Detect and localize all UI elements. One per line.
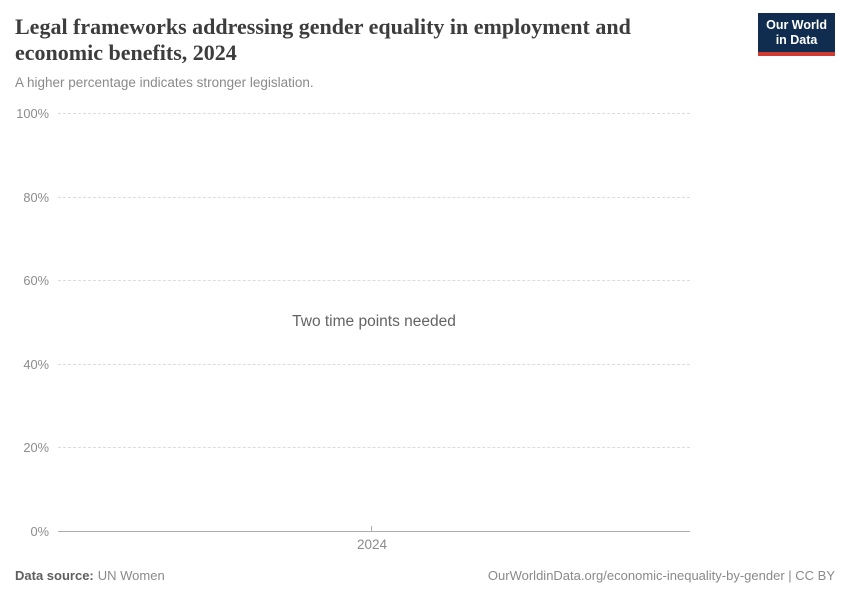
y-axis-tick-label: 80% (23, 190, 49, 205)
owid-logo-line2: in Data (775, 33, 818, 47)
attribution-link[interactable]: OurWorldinData.org/economic-inequality-b… (487, 568, 835, 583)
x-axis-tick-mark (371, 526, 372, 532)
data-source-label: Data source: (15, 568, 94, 583)
gridline (58, 447, 690, 448)
gridline (58, 197, 690, 198)
gridline (58, 280, 690, 281)
owid-logo-line1: Our World (766, 18, 827, 32)
chart-footer: Data source: UN Women OurWorldinData.org/… (15, 568, 835, 583)
gridline-row-40: 40% (23, 357, 690, 372)
chart-subtitle: A higher percentage indicates stronger l… (15, 75, 314, 90)
y-axis-tick-label: 100% (16, 106, 49, 121)
data-source-value: UN Women (97, 568, 165, 583)
owid-logo: Our World in Data (758, 13, 835, 56)
axis-line (58, 531, 690, 532)
empty-state-message: Two time points needed (292, 313, 456, 330)
gridline (58, 364, 690, 365)
x-axis-tick-label: 2024 (356, 537, 388, 552)
y-axis-tick-label: 60% (23, 273, 49, 288)
gridline-row-20: 20% (23, 440, 690, 455)
gridline (58, 113, 690, 114)
x-axis-line: 0% (31, 524, 690, 539)
chart-title: Legal frameworks addressing gender equal… (15, 14, 631, 65)
gridline-row-80: 80% (23, 190, 690, 205)
gridline-row-60: 60% (23, 273, 690, 288)
y-axis-tick-label: 40% (23, 357, 49, 372)
y-axis-tick-label: 20% (23, 440, 49, 455)
gridline-row-100: 100% (16, 106, 690, 121)
y-axis-tick-label: 0% (30, 524, 50, 539)
data-source: Data source: UN Women (15, 568, 165, 583)
